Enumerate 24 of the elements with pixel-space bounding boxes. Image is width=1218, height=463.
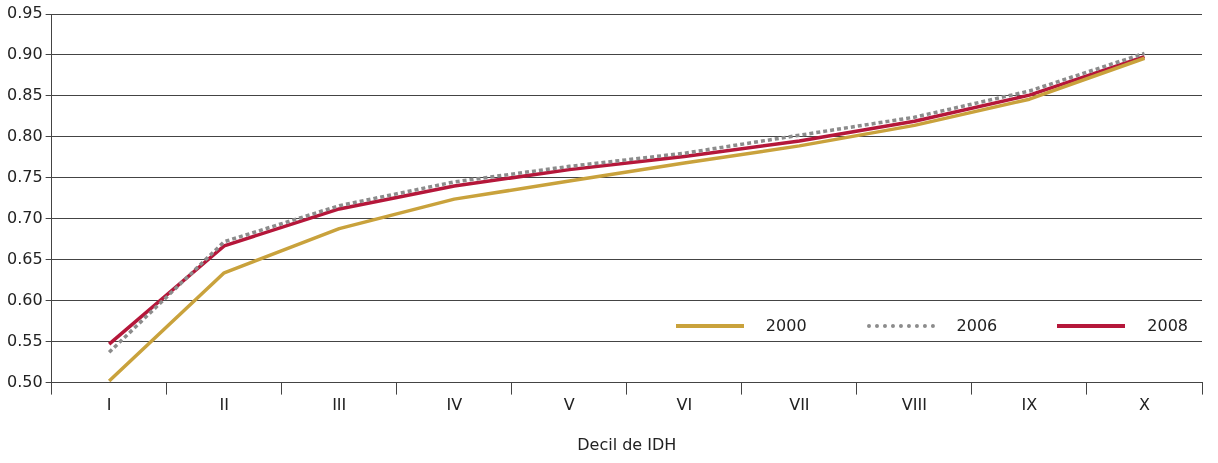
- legend-label: 2008: [1147, 316, 1188, 335]
- y-tick-label: 0.85: [7, 85, 43, 105]
- y-tick-label: 0.75: [7, 166, 43, 186]
- legend-label: 2000: [765, 316, 807, 335]
- y-tick-label: 0.90: [7, 44, 43, 64]
- y-tick-label: 0.70: [7, 207, 43, 227]
- x-tick-label: X: [1139, 395, 1150, 415]
- y-tick-label: 0.55: [7, 330, 43, 350]
- x-tick-label: VIII: [901, 395, 927, 415]
- y-tick-label: 0.50: [7, 371, 43, 391]
- y-tick-label: 0.80: [7, 126, 43, 146]
- x-tick-label: V: [563, 395, 575, 415]
- y-tick-label: 0.65: [7, 248, 43, 268]
- x-axis-title: Decil de IDH: [577, 434, 677, 454]
- x-tick-label: II: [219, 395, 229, 415]
- x-tick-label: IX: [1021, 395, 1038, 415]
- x-tick-label: III: [332, 395, 347, 415]
- y-tick-label: 0.95: [7, 3, 43, 23]
- x-tick-label: IV: [446, 395, 463, 415]
- legend-label: 2006: [956, 316, 998, 335]
- y-tick-label: 0.60: [7, 289, 43, 309]
- x-tick-label: VII: [789, 395, 810, 415]
- x-tick-label: I: [106, 395, 112, 415]
- x-tick-label: VI: [676, 395, 693, 415]
